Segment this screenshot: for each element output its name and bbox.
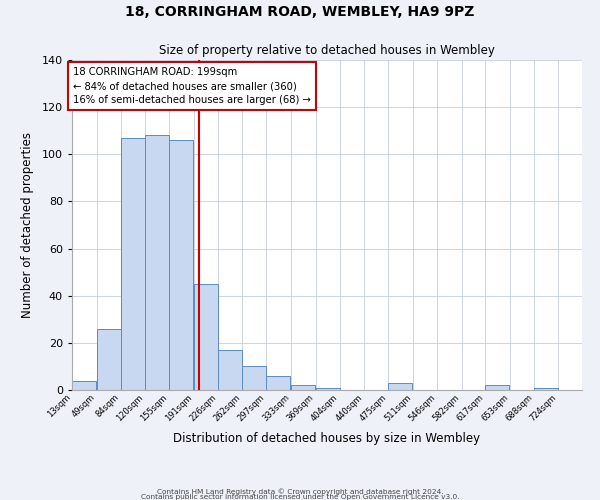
- Bar: [316, 388, 340, 390]
- Bar: [145, 136, 169, 390]
- Bar: [291, 386, 315, 390]
- Y-axis label: Number of detached properties: Number of detached properties: [20, 132, 34, 318]
- Bar: [194, 284, 218, 390]
- Text: 18, CORRINGHAM ROAD, WEMBLEY, HA9 9PZ: 18, CORRINGHAM ROAD, WEMBLEY, HA9 9PZ: [125, 5, 475, 19]
- Bar: [266, 376, 290, 390]
- Bar: [169, 140, 193, 390]
- Bar: [72, 380, 96, 390]
- Text: 18 CORRINGHAM ROAD: 199sqm
← 84% of detached houses are smaller (360)
16% of sem: 18 CORRINGHAM ROAD: 199sqm ← 84% of deta…: [73, 67, 311, 105]
- X-axis label: Distribution of detached houses by size in Wembley: Distribution of detached houses by size …: [173, 432, 481, 444]
- Bar: [242, 366, 266, 390]
- Bar: [534, 388, 558, 390]
- Bar: [218, 350, 242, 390]
- Text: Contains HM Land Registry data © Crown copyright and database right 2024.: Contains HM Land Registry data © Crown c…: [157, 488, 443, 495]
- Bar: [388, 383, 412, 390]
- Bar: [121, 138, 145, 390]
- Bar: [97, 328, 121, 390]
- Bar: [485, 386, 509, 390]
- Text: Contains public sector information licensed under the Open Government Licence v3: Contains public sector information licen…: [140, 494, 460, 500]
- Title: Size of property relative to detached houses in Wembley: Size of property relative to detached ho…: [159, 44, 495, 58]
